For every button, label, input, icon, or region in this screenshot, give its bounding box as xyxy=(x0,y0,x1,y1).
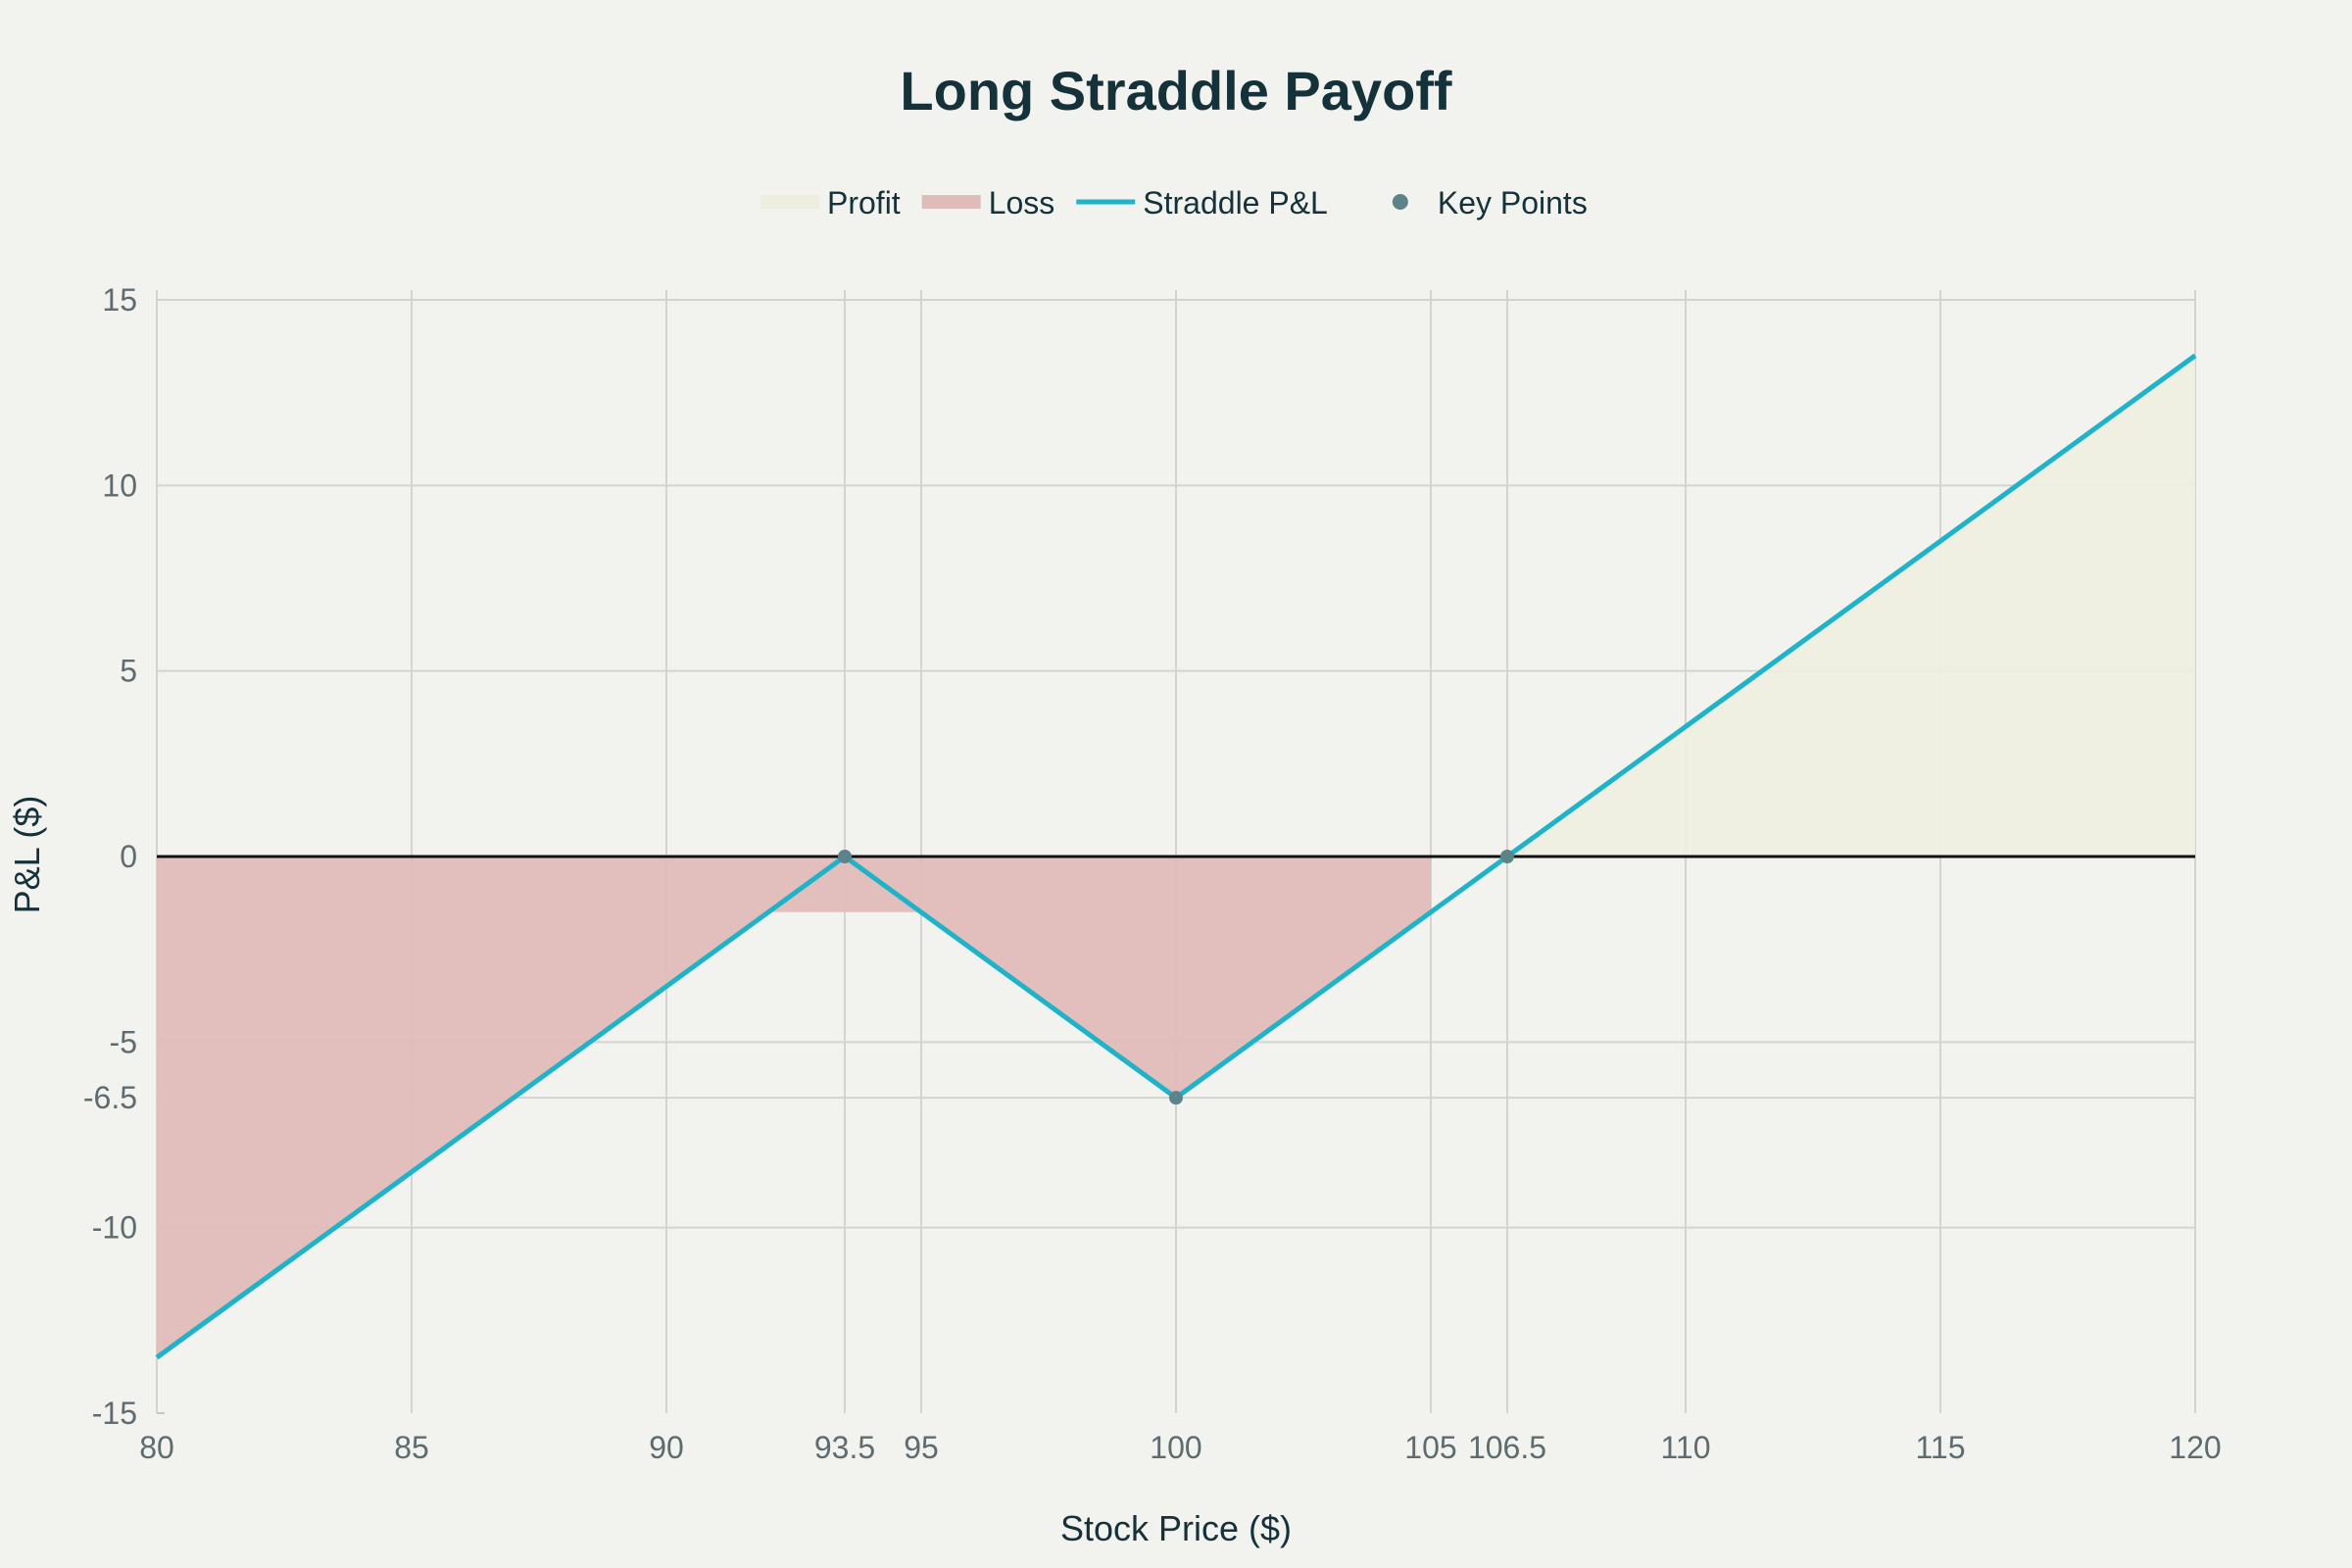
y-tick-label: 10 xyxy=(102,467,137,503)
y-tick-label: 5 xyxy=(120,654,137,689)
legend-label: Key Points xyxy=(1438,185,1588,220)
legend: Profit Loss Straddle P&L Key Points xyxy=(760,185,1588,220)
y-tick-label: 15 xyxy=(102,282,137,318)
legend-swatch xyxy=(921,195,981,209)
x-tick-label: 95 xyxy=(904,1430,939,1465)
y-tick-label: -6.5 xyxy=(83,1080,137,1115)
chart-title: Long Straddle Payoff xyxy=(900,60,1452,122)
x-tick-label: 120 xyxy=(2169,1430,2221,1465)
point-layer xyxy=(838,850,1514,1105)
x-tick-label: 106.5 xyxy=(1468,1430,1546,1465)
key-point xyxy=(1500,850,1514,863)
x-axis-title: Stock Price ($) xyxy=(1060,1508,1292,1548)
x-tick-label: 115 xyxy=(1915,1430,1965,1465)
x-tick-label: 110 xyxy=(1660,1430,1710,1465)
loss-area xyxy=(845,857,1431,1099)
legend-label: Profit xyxy=(827,185,901,220)
x-tick-label: 105 xyxy=(1404,1430,1456,1465)
x-tick-label: 85 xyxy=(394,1430,429,1465)
y-tick-label: -5 xyxy=(110,1024,137,1059)
x-tick-label: 93.5 xyxy=(814,1430,875,1465)
key-point xyxy=(1169,1091,1183,1105)
legend-label: Straddle P&L xyxy=(1143,185,1328,220)
key-point xyxy=(838,850,852,863)
legend-swatch xyxy=(1392,194,1408,210)
y-tick-label: -15 xyxy=(92,1396,137,1431)
x-tick-label: 100 xyxy=(1150,1430,1201,1465)
y-tick-label: -10 xyxy=(92,1210,137,1246)
y-tick-label: 0 xyxy=(120,839,137,874)
legend-swatch xyxy=(760,195,819,209)
y-axis-title: P&L ($) xyxy=(7,796,47,914)
axis-layer: 80 85 90 93.5 95 100 105 106.5 110 115 120-15-10-6… xyxy=(83,282,2222,1465)
x-tick-label: 90 xyxy=(649,1430,684,1465)
x-tick-label: 80 xyxy=(139,1430,174,1465)
legend-label: Loss xyxy=(989,185,1055,220)
